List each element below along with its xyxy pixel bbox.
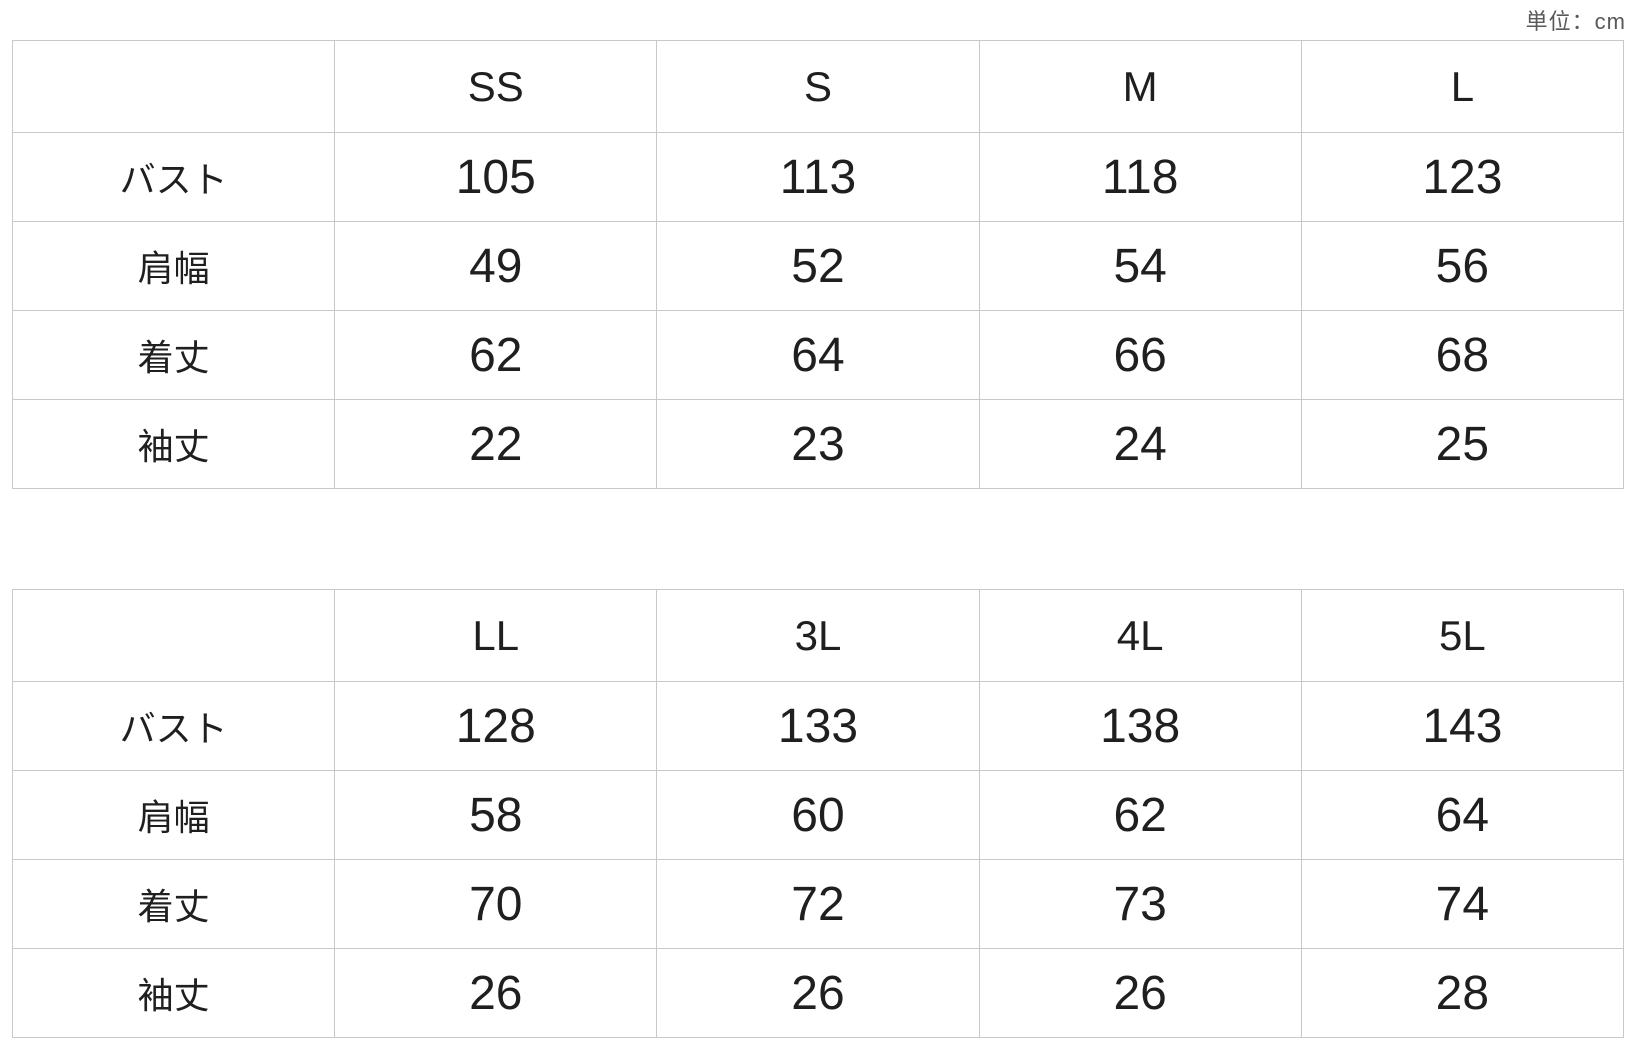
size-column-header: 5L xyxy=(1300,589,1625,682)
measurement-value: 62 xyxy=(334,310,658,400)
size-table-body: バスト 128 133 138 143 肩幅 58 60 62 64 着丈 70 72 73 74 袖丈 26 2… xyxy=(11,681,1625,1038)
measurement-value: 143 xyxy=(1300,681,1625,771)
header-row: SS S M L xyxy=(11,40,1625,133)
measurement-value: 64 xyxy=(1300,770,1625,860)
table-row: バスト 105 113 118 123 xyxy=(11,132,1625,222)
measurement-value: 133 xyxy=(656,681,980,771)
measurement-label: 肩幅 xyxy=(11,221,336,311)
measurement-value: 72 xyxy=(656,859,980,949)
measurement-label: 着丈 xyxy=(11,310,336,400)
measurement-value: 73 xyxy=(978,859,1302,949)
size-column-header: 3L xyxy=(656,589,980,682)
corner-cell xyxy=(11,589,336,682)
measurement-value: 26 xyxy=(334,948,658,1038)
measurement-value: 54 xyxy=(978,221,1302,311)
measurement-value: 25 xyxy=(1300,399,1625,489)
measurement-value: 58 xyxy=(334,770,658,860)
size-table-header: SS S M L xyxy=(11,40,1625,133)
size-column-header: 4L xyxy=(978,589,1302,682)
measurement-value: 74 xyxy=(1300,859,1625,949)
measurement-value: 70 xyxy=(334,859,658,949)
size-column-header: S xyxy=(656,40,980,133)
measurement-value: 68 xyxy=(1300,310,1625,400)
measurement-value: 60 xyxy=(656,770,980,860)
size-table-small-sizes: SS S M L バスト 105 113 118 123 肩幅 49 52 54 56 着丈 62 64 66 6… xyxy=(11,40,1625,489)
measurement-label: 袖丈 xyxy=(11,948,336,1038)
corner-cell xyxy=(11,40,336,133)
measurement-value: 62 xyxy=(978,770,1302,860)
size-table-header: LL 3L 4L 5L xyxy=(11,589,1625,682)
header-row: LL 3L 4L 5L xyxy=(11,589,1625,682)
size-table-large-sizes: LL 3L 4L 5L バスト 128 133 138 143 肩幅 58 60 62 64 着丈 70 72… xyxy=(11,589,1625,1038)
measurement-value: 22 xyxy=(334,399,658,489)
measurement-value: 138 xyxy=(978,681,1302,771)
unit-label: 単位：cm xyxy=(1525,9,1626,34)
measurement-label: 袖丈 xyxy=(11,399,336,489)
measurement-value: 118 xyxy=(978,132,1302,222)
measurement-value: 128 xyxy=(334,681,658,771)
table-row: 肩幅 58 60 62 64 xyxy=(11,770,1625,860)
table-row: 袖丈 22 23 24 25 xyxy=(11,399,1625,489)
measurement-label: 肩幅 xyxy=(11,770,336,860)
table-row: 着丈 62 64 66 68 xyxy=(11,310,1625,400)
table-row: バスト 128 133 138 143 xyxy=(11,681,1625,771)
size-table-body: バスト 105 113 118 123 肩幅 49 52 54 56 着丈 62 64 66 68 袖丈 22 2… xyxy=(11,132,1625,489)
measurement-value: 26 xyxy=(656,948,980,1038)
measurement-value: 66 xyxy=(978,310,1302,400)
table-row: 着丈 70 72 73 74 xyxy=(11,859,1625,949)
table-row: 肩幅 49 52 54 56 xyxy=(11,221,1625,311)
measurement-value: 23 xyxy=(656,399,980,489)
measurement-value: 52 xyxy=(656,221,980,311)
size-column-header: L xyxy=(1300,40,1625,133)
measurement-value: 113 xyxy=(656,132,980,222)
measurement-value: 105 xyxy=(334,132,658,222)
measurement-value: 49 xyxy=(334,221,658,311)
measurement-value: 56 xyxy=(1300,221,1625,311)
size-column-header: LL xyxy=(334,589,658,682)
measurement-label: バスト xyxy=(11,132,336,222)
size-column-header: SS xyxy=(334,40,658,133)
size-tables-container: SS S M L バスト 105 113 118 123 肩幅 49 52 54 56 着丈 62 64 66 6… xyxy=(11,40,1625,1038)
measurement-value: 28 xyxy=(1300,948,1625,1038)
measurement-value: 64 xyxy=(656,310,980,400)
measurement-value: 123 xyxy=(1300,132,1625,222)
measurement-label: 着丈 xyxy=(11,859,336,949)
measurement-label: バスト xyxy=(11,681,336,771)
table-row: 袖丈 26 26 26 28 xyxy=(11,948,1625,1038)
size-column-header: M xyxy=(978,40,1302,133)
measurement-value: 26 xyxy=(978,948,1302,1038)
measurement-value: 24 xyxy=(978,399,1302,489)
